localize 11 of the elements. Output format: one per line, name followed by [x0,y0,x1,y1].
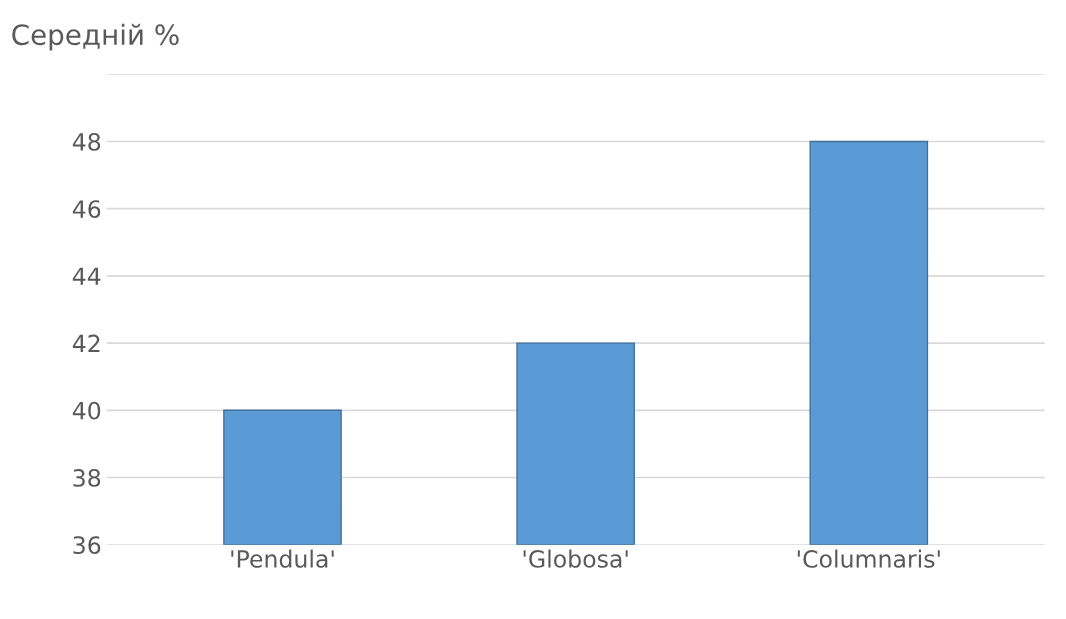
y-tick-label: 46 [72,200,101,218]
x-tick-label: 'Columnaris' [797,549,940,568]
y-tick-label: 38 [73,468,101,487]
y-tick-label: 40 [72,401,101,420]
x-tick-label: 'Pendula' [231,549,334,568]
y-tick-label: 42 [72,334,100,353]
chart-title: Середній % [12,23,179,51]
y-tick-label: 36 [73,536,101,555]
x-tick-label: 'Globosa' [523,549,628,568]
y-tick-label: 48 [72,132,101,151]
y-tick-label: 44 [72,267,101,285]
